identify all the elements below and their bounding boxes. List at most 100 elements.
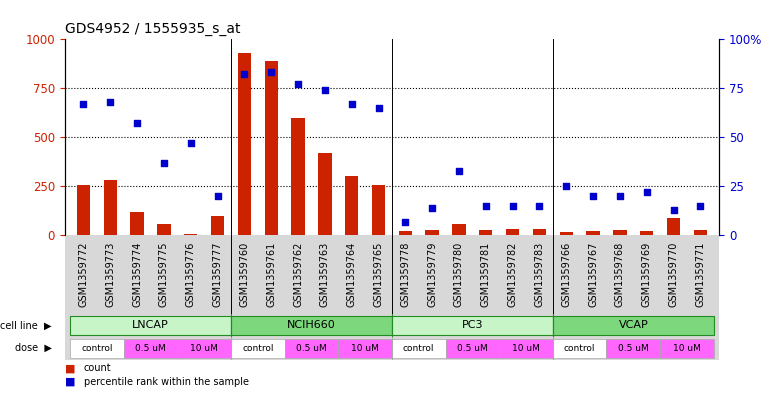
Bar (533, 228, 546, 235)
Point (641, 189, 653, 195)
Bar (211, 216, 224, 235)
Point (372, 105, 384, 111)
Text: GSM1359772: GSM1359772 (78, 242, 88, 307)
Text: VCAP: VCAP (619, 320, 648, 331)
Text: GSM1359775: GSM1359775 (159, 242, 169, 307)
Bar (318, 153, 332, 235)
Text: GSM1359760: GSM1359760 (240, 242, 250, 307)
Point (238, 71, 250, 77)
Bar (552, 339, 607, 358)
Bar (177, 339, 231, 358)
Point (453, 167, 465, 174)
Text: LNCAP: LNCAP (132, 320, 169, 331)
Text: 0.5 uM: 0.5 uM (457, 344, 488, 353)
Text: NCIH660: NCIH660 (287, 320, 336, 331)
Bar (291, 118, 304, 235)
Text: ■: ■ (65, 377, 75, 387)
Bar (667, 218, 680, 235)
Text: GSM1359780: GSM1359780 (454, 242, 464, 307)
Bar (506, 228, 519, 235)
Text: dose  ▶: dose ▶ (14, 343, 52, 353)
Bar (103, 180, 117, 235)
Text: GSM1359764: GSM1359764 (347, 242, 357, 307)
Text: control: control (564, 344, 595, 353)
Point (426, 205, 438, 211)
Bar (130, 212, 144, 235)
Bar (70, 339, 124, 358)
Text: GSM1359771: GSM1359771 (696, 242, 705, 307)
Text: GSM1359783: GSM1359783 (534, 242, 544, 307)
Bar (339, 339, 392, 358)
Text: percentile rank within the sample: percentile rank within the sample (84, 377, 249, 387)
Point (667, 207, 680, 213)
Bar (399, 231, 412, 235)
Text: GSM1359762: GSM1359762 (293, 242, 303, 307)
Point (78, 101, 90, 107)
Point (694, 203, 706, 209)
Text: GSM1359777: GSM1359777 (212, 242, 222, 307)
Text: PC3: PC3 (462, 320, 483, 331)
Bar (559, 232, 573, 235)
Bar (77, 185, 90, 235)
Point (400, 219, 412, 225)
Bar (479, 230, 492, 235)
Bar (237, 53, 251, 235)
Bar (158, 224, 170, 235)
Text: GSM1359767: GSM1359767 (588, 242, 598, 307)
Bar (345, 176, 358, 235)
Bar (452, 224, 466, 235)
Bar (285, 339, 339, 358)
Bar (425, 230, 439, 235)
Bar (372, 185, 385, 235)
Bar (231, 316, 392, 335)
Point (319, 87, 331, 93)
Point (212, 193, 224, 199)
Point (560, 183, 572, 189)
Point (614, 193, 626, 199)
Text: 10 uM: 10 uM (512, 344, 540, 353)
Bar (70, 316, 231, 335)
Text: GSM1359763: GSM1359763 (320, 242, 330, 307)
Text: 10 uM: 10 uM (673, 344, 701, 353)
Text: ■: ■ (65, 364, 75, 373)
Point (185, 140, 197, 146)
Text: GSM1359770: GSM1359770 (669, 242, 679, 307)
Text: GSM1359773: GSM1359773 (105, 242, 115, 307)
Text: GSM1359761: GSM1359761 (266, 242, 276, 307)
Point (345, 101, 358, 107)
Text: GSM1359769: GSM1359769 (642, 242, 651, 307)
Bar (392, 339, 445, 358)
Point (292, 81, 304, 87)
Bar (124, 339, 177, 358)
Text: count: count (84, 364, 111, 373)
Text: 0.5 uM: 0.5 uM (296, 344, 326, 353)
Text: GDS4952 / 1555935_s_at: GDS4952 / 1555935_s_at (65, 22, 240, 37)
Bar (265, 61, 278, 235)
Text: GSM1359776: GSM1359776 (186, 242, 196, 307)
Text: 10 uM: 10 uM (351, 344, 379, 353)
Point (507, 203, 519, 209)
Bar (499, 339, 552, 358)
Bar (392, 316, 552, 335)
Point (533, 203, 546, 209)
Text: GSM1359778: GSM1359778 (400, 242, 410, 307)
Bar (694, 230, 707, 235)
Text: GSM1359765: GSM1359765 (374, 242, 384, 307)
Bar (231, 339, 285, 358)
Text: 10 uM: 10 uM (190, 344, 218, 353)
Point (587, 193, 599, 199)
Bar (587, 231, 600, 235)
Text: control: control (242, 344, 273, 353)
Bar (184, 234, 197, 235)
Point (265, 69, 277, 75)
Bar (613, 230, 626, 235)
Point (158, 160, 170, 166)
Bar (640, 231, 654, 235)
Text: GSM1359782: GSM1359782 (508, 242, 517, 307)
Text: GSM1359774: GSM1359774 (132, 242, 142, 307)
Text: GSM1359779: GSM1359779 (427, 242, 437, 307)
Bar (660, 339, 714, 358)
Bar (552, 316, 714, 335)
Point (131, 120, 143, 127)
Text: control: control (403, 344, 435, 353)
